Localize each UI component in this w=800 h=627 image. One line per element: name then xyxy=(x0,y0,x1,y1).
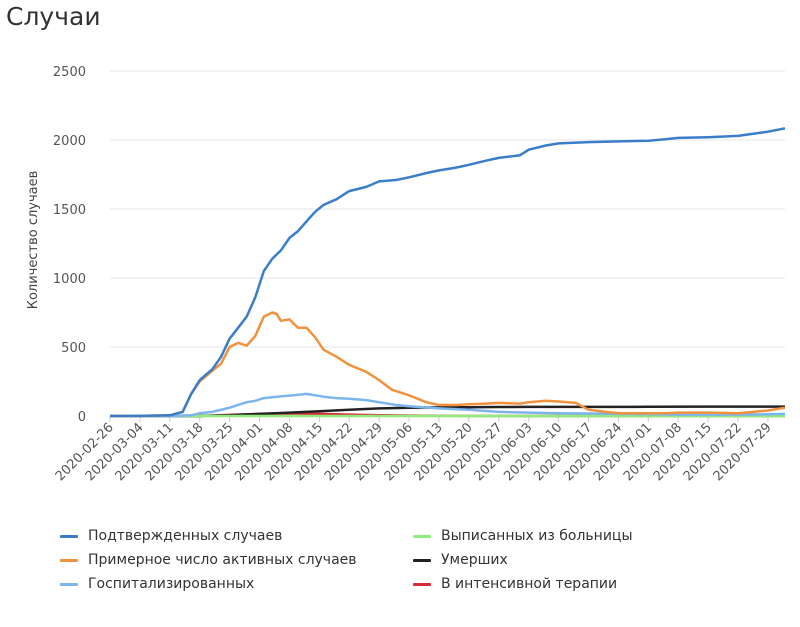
series-line xyxy=(109,127,786,418)
legend-item[interactable]: Госпитализированных xyxy=(60,576,254,592)
legend-swatch xyxy=(60,582,78,586)
legend-label: Подтвержденных случаев xyxy=(88,528,283,544)
legend-item[interactable]: Подтвержденных случаев xyxy=(60,528,282,544)
legend-swatch xyxy=(60,558,78,562)
legend-item[interactable]: В интенсивной терапии xyxy=(413,576,617,592)
legend-swatch xyxy=(413,534,431,538)
series-lines xyxy=(109,127,786,418)
legend-swatch xyxy=(60,534,78,538)
series-line xyxy=(109,311,786,418)
y-axis-ticks: 0 500 1000 1500 2000 2500 xyxy=(53,65,86,425)
legend-label: Умерших xyxy=(441,552,508,568)
y-tick-label: 2000 xyxy=(53,134,86,149)
legend-item[interactable]: Умерших xyxy=(413,552,508,568)
y-tick-label: 500 xyxy=(61,341,86,356)
legend-swatch xyxy=(413,558,431,562)
legend-label: Выписанных из больницы xyxy=(441,528,633,544)
legend-label: В интенсивной терапии xyxy=(441,576,618,592)
y-tick-label: 0 xyxy=(78,410,86,425)
x-axis-ticks: 2020-02-262020-03-042020-03-112020-03-18… xyxy=(53,416,775,484)
chart-title: Случаи xyxy=(6,2,101,31)
y-tick-label: 2500 xyxy=(53,65,86,80)
cases-line-chart: 0 500 1000 1500 2000 2500 2020-02-262020-03-0… xyxy=(26,65,786,484)
legend-swatch xyxy=(413,582,431,586)
legend-label: Примерное число активных случаев xyxy=(88,552,357,568)
y-tick-label: 1000 xyxy=(53,272,86,287)
gridlines xyxy=(110,70,785,417)
y-axis-label: Количество случаев xyxy=(26,171,41,310)
y-tick-label: 1500 xyxy=(53,203,86,218)
legend-label: Госпитализированных xyxy=(88,576,255,592)
legend-item[interactable]: Выписанных из больницы xyxy=(413,528,633,544)
legend-item[interactable]: Примерное число активных случаев xyxy=(60,552,357,568)
